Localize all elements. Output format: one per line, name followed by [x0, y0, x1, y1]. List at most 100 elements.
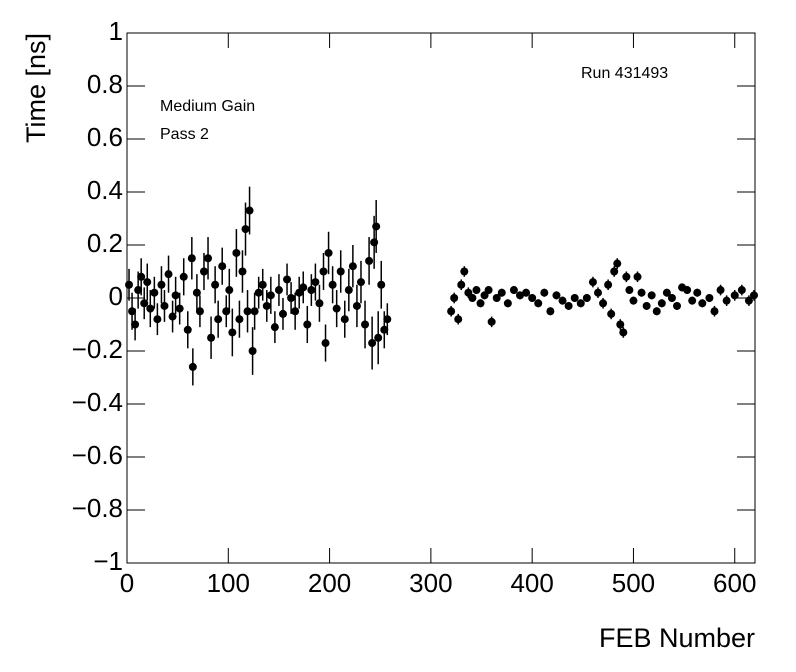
data-point [356, 278, 365, 287]
data-point [594, 288, 602, 297]
data-point [250, 307, 259, 316]
data-point [604, 280, 613, 289]
data-point [125, 280, 134, 289]
x-tick-label: 600 [713, 568, 756, 598]
y-tick-label: −0.4 [72, 387, 123, 417]
data-point [683, 286, 692, 295]
y-tick-label: 1 [109, 16, 123, 46]
data-point [262, 301, 271, 310]
data-point [160, 301, 169, 310]
data-point [447, 307, 456, 316]
data-point [487, 317, 496, 326]
data-point [377, 280, 386, 289]
data-point [128, 307, 137, 316]
data-point [622, 272, 631, 281]
data-point [716, 286, 725, 295]
data-point [324, 248, 333, 257]
data-point [344, 286, 353, 295]
data-point [372, 222, 381, 231]
data-point [652, 307, 661, 316]
data-point [340, 315, 349, 324]
data-point [137, 272, 146, 281]
data-point [131, 320, 140, 329]
data-point [540, 288, 549, 297]
data-point [693, 288, 702, 297]
data-point [616, 320, 625, 329]
data-point [266, 291, 275, 300]
data-point [225, 286, 234, 295]
data-point [710, 307, 719, 316]
data-point [503, 299, 512, 308]
data-point [328, 280, 337, 289]
data-point [662, 288, 671, 297]
x-tick-label: 0 [120, 568, 134, 598]
data-point [134, 286, 143, 295]
data-point [199, 267, 208, 276]
data-point [228, 328, 237, 337]
data-point [368, 339, 377, 348]
data-point [365, 256, 374, 265]
data-point [492, 294, 501, 302]
data-point [534, 299, 543, 308]
data-point [241, 225, 250, 234]
data-point [171, 291, 180, 300]
data-point [348, 262, 357, 271]
data-point [625, 286, 634, 295]
annotation: Pass 2 [160, 126, 209, 143]
data-point [183, 325, 192, 334]
data-point [248, 347, 257, 355]
data-point [195, 307, 204, 316]
data-point [637, 288, 646, 297]
y-tick-label: −0.6 [72, 440, 123, 470]
y-tick-label: 0 [109, 281, 123, 311]
data-point [546, 307, 555, 316]
data-point [468, 294, 477, 302]
data-point [287, 294, 296, 302]
data-point [558, 296, 567, 305]
data-point [218, 262, 227, 271]
data-point [629, 296, 638, 305]
data-point [730, 291, 739, 300]
data-point [698, 299, 707, 308]
data-point [642, 301, 651, 310]
data-point [454, 315, 463, 324]
data-point [207, 333, 216, 342]
data-point [332, 304, 341, 313]
data-point [311, 278, 320, 287]
data-point [321, 339, 330, 348]
y-tick-label: −1 [93, 546, 123, 576]
data-point [175, 304, 184, 313]
data-point [484, 286, 493, 295]
data-point [607, 309, 616, 318]
data-point [576, 299, 585, 308]
data-point [613, 259, 622, 268]
data-point [157, 280, 166, 289]
data-point [516, 291, 525, 300]
data-point [564, 301, 573, 310]
data-point [143, 278, 152, 287]
x-tick-label: 300 [409, 568, 452, 598]
data-point [633, 272, 642, 281]
data-point [497, 288, 506, 297]
data-point [588, 278, 597, 287]
data-point [450, 294, 459, 302]
data-point [522, 288, 531, 297]
data-point [140, 299, 149, 308]
data-point [232, 248, 241, 257]
y-tick-label: 0.4 [87, 175, 123, 205]
data-point [274, 286, 283, 295]
data-point [705, 294, 714, 302]
data-point [352, 301, 361, 310]
data-point [460, 267, 469, 276]
data-point [214, 315, 223, 324]
y-axis-title: Time [ns] [21, 33, 51, 143]
data-point [737, 286, 746, 295]
x-tick-label: 400 [510, 568, 553, 598]
y-tick-label: −0.2 [72, 334, 123, 364]
data-point [383, 315, 392, 324]
data-point [673, 301, 682, 310]
y-tick-label: 0.6 [87, 122, 123, 152]
data-point [744, 296, 753, 305]
data-point [245, 206, 254, 215]
